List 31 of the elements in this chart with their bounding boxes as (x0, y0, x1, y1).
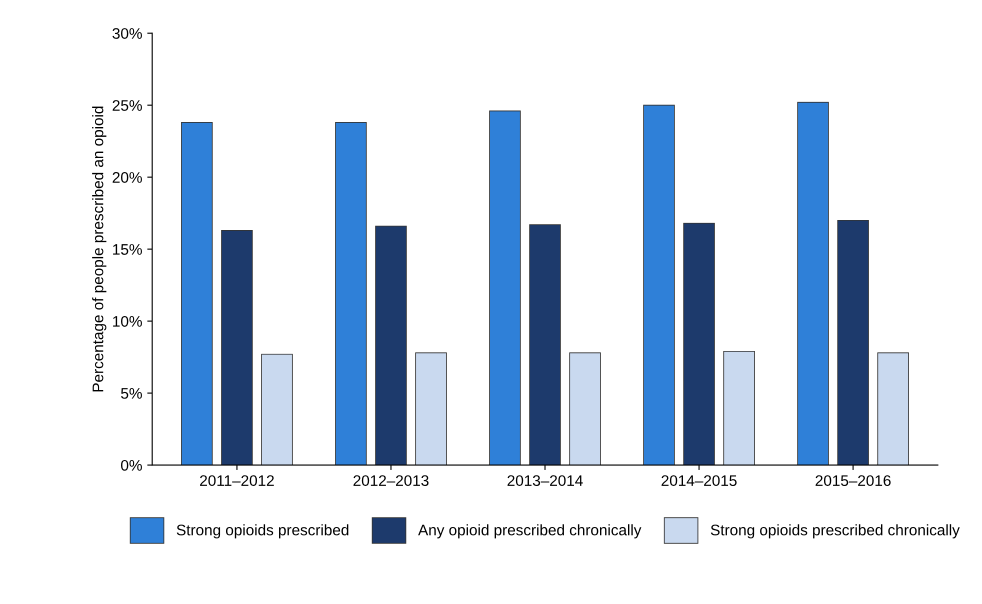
bar (489, 110, 521, 466)
bar (837, 220, 869, 466)
bar (529, 224, 561, 466)
y-tick-label: 15% (113, 244, 142, 255)
x-tick-label: 2011–2012 (200, 475, 274, 486)
y-tick-label: 5% (121, 388, 142, 399)
bar (877, 352, 909, 466)
bar (221, 230, 253, 466)
bar (415, 352, 447, 466)
x-tick-label: 2014–2015 (662, 475, 737, 486)
x-tick-label: 2013–2014 (508, 475, 583, 486)
x-tick-label: 2012–2013 (354, 475, 429, 486)
bar (375, 226, 407, 466)
y-axis-title: Percentage of people prescribed an opioid (92, 106, 106, 392)
legend-label: Any opioid prescribed chronically (418, 524, 642, 538)
bar (335, 122, 367, 466)
bar (683, 222, 715, 466)
y-tick-label: 20% (112, 172, 142, 183)
bar (643, 104, 675, 466)
bar (569, 352, 601, 466)
y-tick-label: 10% (113, 316, 142, 327)
y-tick-label: 25% (112, 100, 142, 111)
bar (723, 350, 755, 466)
legend-label: Strong opioids prescribed (176, 524, 348, 538)
y-tick-label: 0% (121, 460, 142, 471)
bar (181, 122, 213, 466)
bar (261, 354, 293, 466)
legend-label: Strong opioids prescribed chronically (710, 524, 960, 538)
y-tick-label: 30% (112, 28, 142, 39)
x-tick-label: 2015–2016 (816, 475, 891, 486)
bar (797, 102, 829, 466)
